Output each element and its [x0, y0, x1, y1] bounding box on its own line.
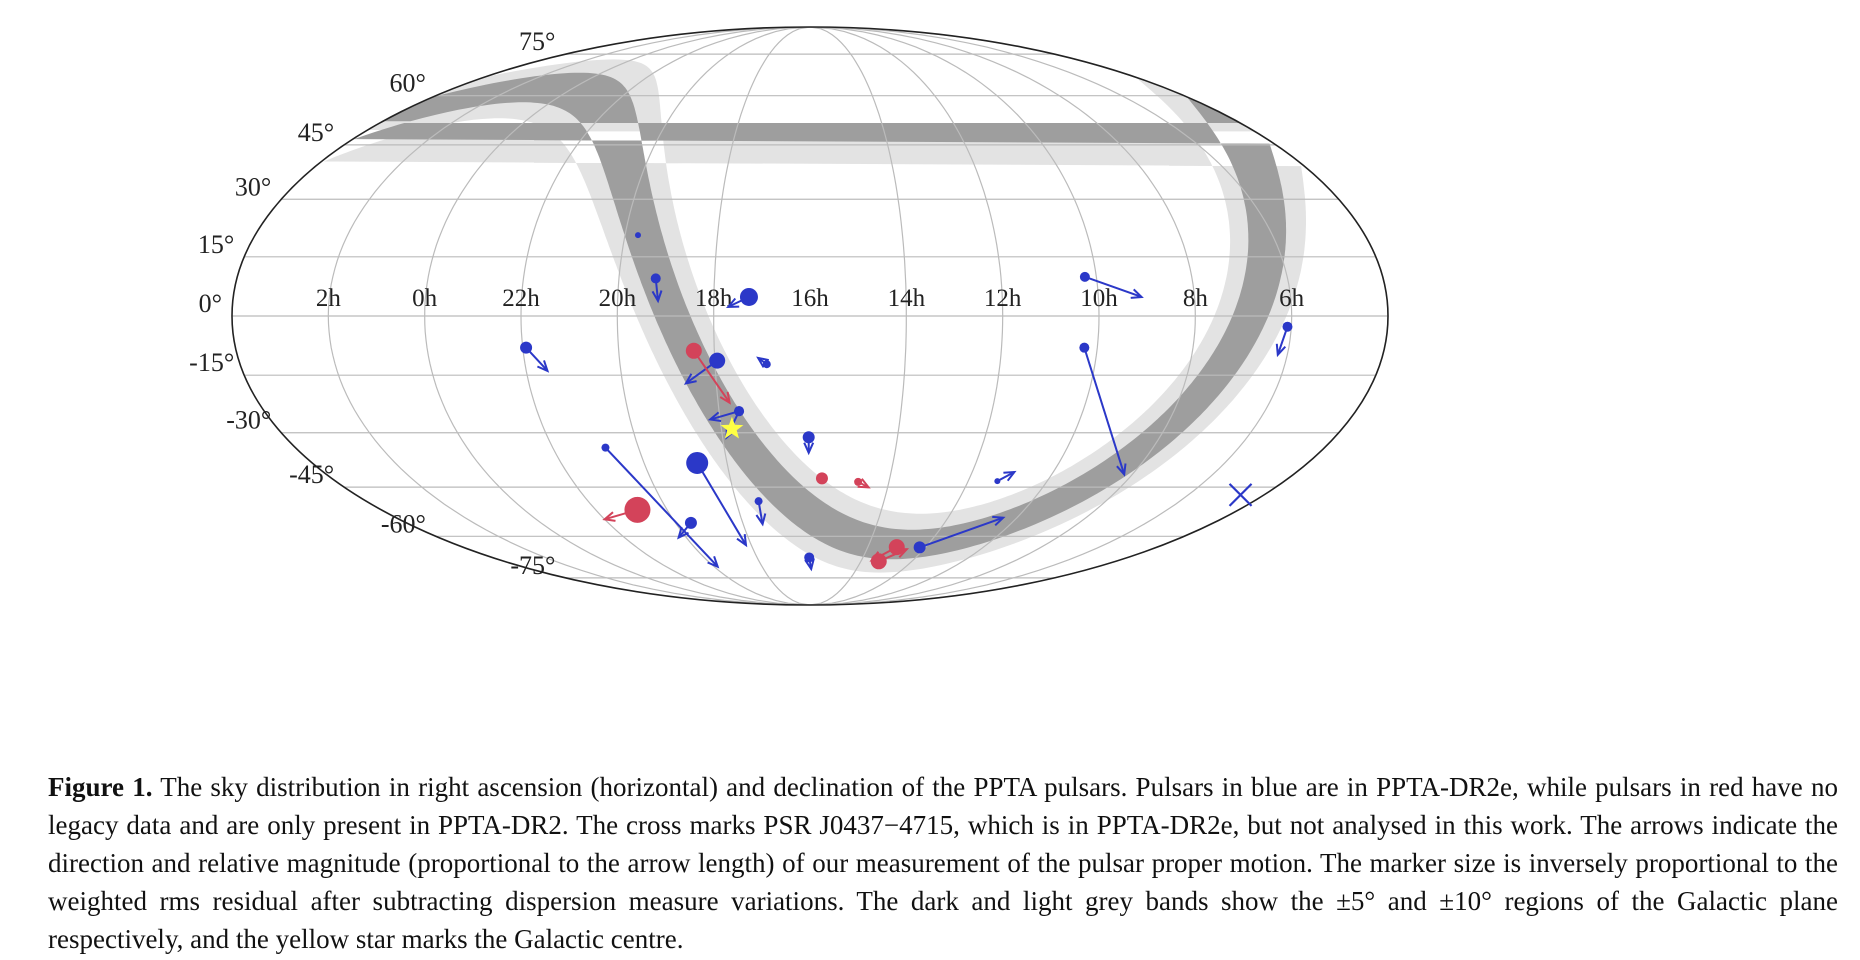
sky-outline	[231, 26, 1389, 606]
dec-tick-label: -75°	[510, 551, 555, 580]
ra-tick-label: 0h	[412, 285, 438, 312]
pulsar-marker-dr2e	[1079, 271, 1090, 282]
meridian-gridline	[809, 27, 907, 605]
galactic-centre-star	[720, 416, 744, 439]
proper-motion-arrow-head	[1003, 470, 1017, 482]
proper-motion-arrow-head	[677, 526, 689, 540]
pulsar-marker-dr2e	[684, 516, 697, 529]
proper-motion-arrow-head	[736, 533, 748, 548]
pulsar-marker-dr2e	[739, 287, 758, 306]
pulsar-marker-dr2e	[709, 352, 726, 369]
pulsar-marker-dr2-only	[854, 477, 863, 486]
pulsar-marker-dr2-only	[685, 342, 702, 359]
pulsar-marker-dr2e	[686, 451, 709, 474]
proper-motion-arrow-head	[537, 360, 550, 373]
proper-motion-arrow-head	[1116, 463, 1127, 477]
pulsar-marker-dr2e	[634, 232, 641, 239]
dec-tick-label: 75°	[519, 27, 555, 56]
proper-motion-arrow-head	[651, 290, 663, 304]
proper-motion-arrow-shaft	[709, 410, 740, 421]
ra-tick-label: 12h	[984, 285, 1022, 312]
proper-motion-arrow-head	[857, 478, 871, 489]
dec-tick-label: 45°	[298, 118, 334, 147]
meridian-gridline	[424, 27, 811, 605]
ra-tick-label: 10h	[1080, 285, 1118, 312]
pulsar-marker-dr2e	[994, 478, 1001, 485]
ra-tick-label: 2h	[316, 285, 342, 312]
pulsar-markers	[520, 232, 1293, 572]
proper-motion-arrow-shaft	[692, 350, 731, 404]
pulsar-marker-dr2e	[601, 443, 610, 452]
meridian-gridline	[520, 27, 811, 605]
meridian-gridline	[713, 27, 811, 605]
ra-tick-label: 22h	[502, 285, 540, 312]
dec-tick-label: 60°	[390, 69, 426, 98]
ra-tick-label: 20h	[599, 285, 637, 312]
pulsar-marker-dr2e	[804, 552, 815, 563]
pulsar-marker-dr2e	[1282, 321, 1293, 332]
pulsar-marker-dr2e	[762, 360, 771, 369]
pulsar-marker-dr2-only	[815, 472, 828, 485]
ra-tick-label: 16h	[791, 285, 829, 312]
proper-motion-arrow-shaft	[604, 446, 719, 568]
figure: 2h 0h 22h 20h 18h 16h 14h 12h 10h 8h 6h 75° 60° 45° 3…	[48, 26, 1838, 954]
figure-caption: Figure 1. The sky distribution in right …	[48, 768, 1838, 958]
proper-motion-arrow-head	[895, 548, 910, 558]
ra-tick-label: 18h	[695, 285, 733, 312]
proper-motion-arrow-head	[1130, 288, 1144, 299]
proper-motion-arrow-shaft	[919, 516, 1004, 549]
caption-label: Figure 1.	[48, 772, 153, 802]
dec-tick-label: 0°	[199, 289, 222, 318]
galactic-band-5deg	[232, 72, 1388, 560]
pulsar-marker-dr2e	[802, 431, 815, 444]
proper-motion-arrow-head	[725, 297, 740, 308]
dec-tick-label: -60°	[381, 509, 426, 538]
meridian-gridline	[809, 27, 1293, 605]
ra-tick-label: 8h	[1183, 285, 1209, 312]
pulsar-marker-dr2e	[650, 273, 661, 284]
proper-motion-arrow-head	[602, 511, 616, 522]
pulsar-marker-dr2e	[520, 341, 533, 354]
proper-motion-arrow-shaft	[1084, 275, 1142, 298]
proper-motion-arrow-head	[756, 356, 770, 368]
dec-tick-label: -45°	[289, 460, 334, 489]
sky-map-chart: 2h 0h 22h 20h 18h 16h 14h 12h 10h 8h 6h 75° 60° 45° 3…	[189, 26, 1389, 606]
proper-motion-arrow-shaft	[696, 462, 747, 546]
excluded-pulsar-cross	[1228, 483, 1253, 507]
caption-text: The sky distribution in right ascension …	[48, 772, 1838, 954]
proper-motion-arrow-head	[1275, 343, 1287, 358]
dec-tick-label: 15°	[198, 230, 234, 259]
proper-motion-arrow-head	[803, 442, 815, 456]
proper-motion-arrow-head	[755, 513, 767, 527]
proper-motion-arrow-head	[719, 391, 731, 405]
pulsar-marker-dr2-only	[870, 553, 887, 570]
meridian-gridline	[809, 27, 1196, 605]
pulsar-marker-dr2-only	[624, 496, 651, 523]
proper-motion-arrow-head	[992, 515, 1006, 527]
pulsar-marker-dr2e	[734, 406, 745, 417]
proper-motion-arrow-head	[707, 555, 720, 569]
proper-motion-arrow-head	[804, 558, 815, 572]
proper-motion-arrow-head	[683, 373, 697, 385]
meridian-gridline	[809, 27, 1004, 605]
dec-tick-label: -30°	[226, 406, 271, 435]
galactic-plane-bands	[232, 59, 1388, 573]
proper-motion-arrow-shaft	[996, 471, 1015, 483]
pulsar-marker-dr2e	[913, 541, 926, 554]
proper-motion-arrow-shaft	[1083, 347, 1126, 475]
dec-tick-label: 30°	[235, 172, 271, 201]
ra-tick-labels: 2h 0h 22h 20h 18h 16h 14h 12h 10h 8h 6h	[316, 285, 1305, 312]
meridian-gridline	[327, 27, 811, 605]
meridian-gridline	[616, 27, 811, 605]
pulsar-marker-dr2e	[754, 497, 763, 506]
pulsar-marker-dr2e	[1079, 342, 1090, 353]
meridian-gridline	[809, 27, 1100, 605]
ra-tick-label: 6h	[1279, 285, 1305, 312]
ra-tick-label: 14h	[888, 285, 926, 312]
proper-motion-arrow-head	[707, 411, 722, 422]
dec-tick-label: -15°	[189, 348, 234, 377]
dec-tick-labels: 75° 60° 45° 30°15° 0° -15° -30° -45° -60° -75°	[189, 27, 555, 580]
